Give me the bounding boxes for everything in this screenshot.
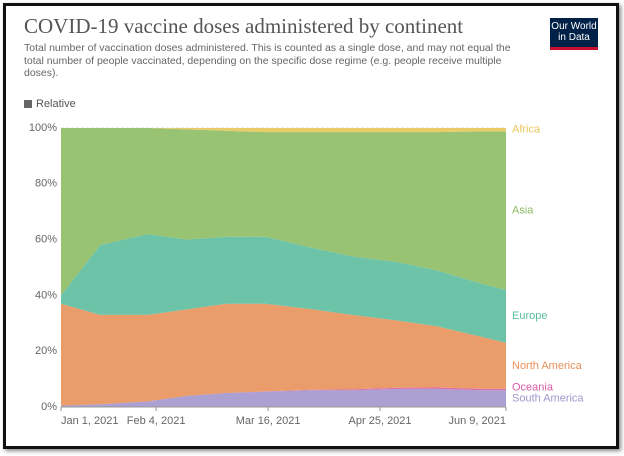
y-tick-label: 40% bbox=[35, 289, 57, 301]
area bbox=[61, 128, 506, 296]
x-tick-label: Feb 4, 2021 bbox=[127, 415, 186, 427]
y-tick-label: 60% bbox=[35, 234, 57, 246]
series-label: Oceania bbox=[512, 382, 554, 394]
series-label: North America bbox=[512, 360, 583, 372]
series-label: Europe bbox=[512, 310, 547, 322]
frame: COVID-19 vaccine doses administered by c… bbox=[3, 3, 619, 449]
x-tick-label: Jun 9, 2021 bbox=[449, 415, 507, 427]
area bbox=[61, 128, 506, 133]
series-label: South America bbox=[512, 393, 584, 405]
area bbox=[61, 387, 506, 406]
chart: 0% 20% 40% 60% 80% 100% Jan 1, 2021 Feb 4, 2021… bbox=[29, 122, 585, 427]
y-tick-label: 20% bbox=[35, 345, 57, 357]
y-tick-label: 100% bbox=[29, 122, 57, 134]
logo[interactable]: Our World in Data bbox=[550, 18, 598, 50]
x-tick-label: Apr 25, 2021 bbox=[349, 415, 412, 427]
series-label: Africa bbox=[512, 124, 541, 136]
area bbox=[61, 303, 506, 406]
x-tick-label: Mar 16, 2021 bbox=[236, 415, 301, 427]
y-tick-label: 80% bbox=[35, 178, 57, 190]
x-tick-label: Jan 1, 2021 bbox=[61, 415, 119, 427]
area bbox=[61, 388, 506, 407]
y-tick-label: 0% bbox=[41, 401, 57, 413]
toggle-label[interactable]: Relative bbox=[36, 98, 76, 110]
relative-toggle[interactable]: Relative bbox=[24, 98, 76, 110]
chart-subtitle: Total number of vaccination doses admini… bbox=[24, 42, 511, 79]
series-label: Asia bbox=[512, 204, 534, 216]
area bbox=[61, 234, 506, 343]
chart-title: COVID-19 vaccine doses administered by c… bbox=[24, 14, 464, 38]
checkbox[interactable] bbox=[24, 100, 32, 108]
